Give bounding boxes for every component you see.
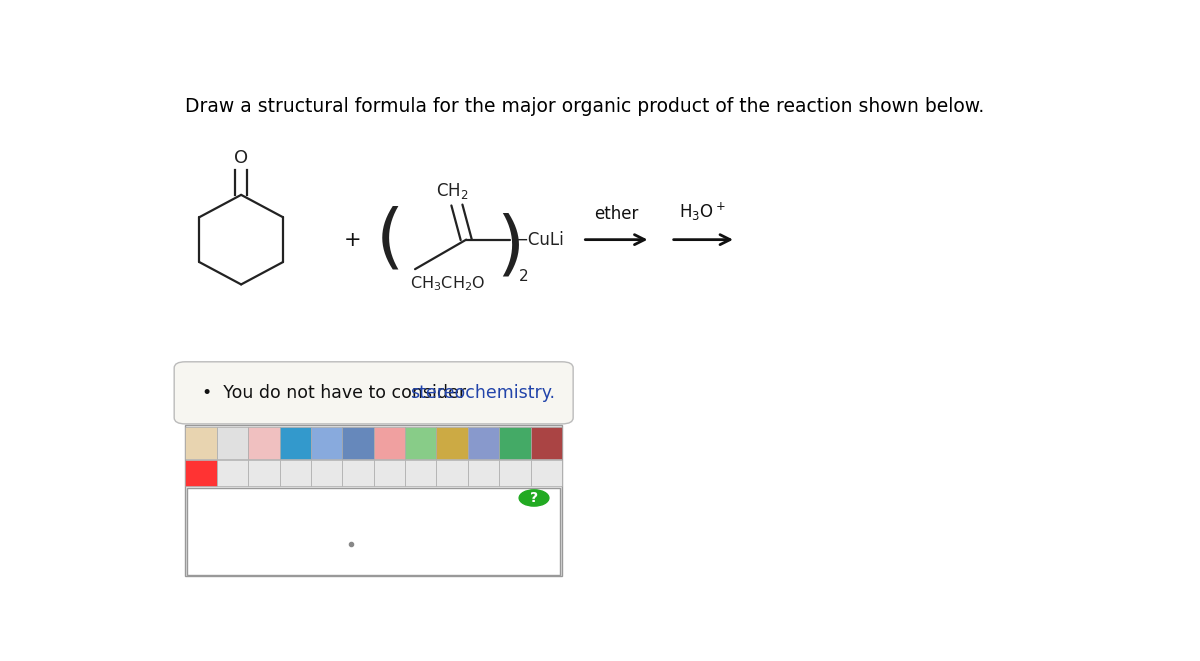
Text: Draw a structural formula for the major organic product of the reaction shown be: Draw a structural formula for the major … — [185, 97, 984, 116]
FancyBboxPatch shape — [185, 427, 217, 459]
FancyBboxPatch shape — [373, 427, 406, 459]
Text: ether: ether — [594, 205, 638, 223]
FancyBboxPatch shape — [248, 427, 280, 459]
FancyBboxPatch shape — [437, 427, 468, 459]
FancyBboxPatch shape — [530, 460, 562, 486]
FancyBboxPatch shape — [280, 427, 311, 459]
Text: •  You do not have to consider: • You do not have to consider — [202, 384, 472, 402]
Text: −CuLi: −CuLi — [515, 231, 564, 249]
FancyBboxPatch shape — [406, 427, 437, 459]
Text: stereochemistry.: stereochemistry. — [410, 384, 556, 402]
Text: O: O — [234, 149, 248, 167]
FancyBboxPatch shape — [530, 427, 562, 459]
FancyBboxPatch shape — [217, 427, 248, 459]
FancyBboxPatch shape — [311, 427, 342, 459]
Text: (: ( — [376, 205, 404, 274]
FancyBboxPatch shape — [174, 362, 574, 424]
FancyBboxPatch shape — [185, 460, 217, 486]
FancyBboxPatch shape — [311, 460, 342, 486]
FancyBboxPatch shape — [217, 460, 248, 486]
FancyBboxPatch shape — [342, 427, 373, 459]
Text: H$_3$O$^+$: H$_3$O$^+$ — [679, 200, 726, 223]
FancyBboxPatch shape — [187, 488, 560, 574]
FancyBboxPatch shape — [437, 460, 468, 486]
Text: 2: 2 — [520, 269, 529, 284]
Text: +: + — [344, 229, 361, 250]
FancyBboxPatch shape — [373, 460, 406, 486]
Text: ): ) — [496, 213, 524, 282]
FancyBboxPatch shape — [468, 427, 499, 459]
FancyBboxPatch shape — [280, 460, 311, 486]
Circle shape — [520, 490, 548, 506]
Text: CH$_3$CH$_2$O: CH$_3$CH$_2$O — [410, 274, 486, 293]
FancyBboxPatch shape — [468, 460, 499, 486]
FancyBboxPatch shape — [499, 460, 530, 486]
FancyBboxPatch shape — [185, 426, 562, 576]
FancyBboxPatch shape — [248, 460, 280, 486]
Text: ?: ? — [530, 491, 538, 505]
FancyBboxPatch shape — [499, 427, 530, 459]
Text: CH$_2$: CH$_2$ — [436, 182, 468, 202]
FancyBboxPatch shape — [342, 460, 373, 486]
FancyBboxPatch shape — [406, 460, 437, 486]
Text: 0: 0 — [197, 465, 206, 479]
